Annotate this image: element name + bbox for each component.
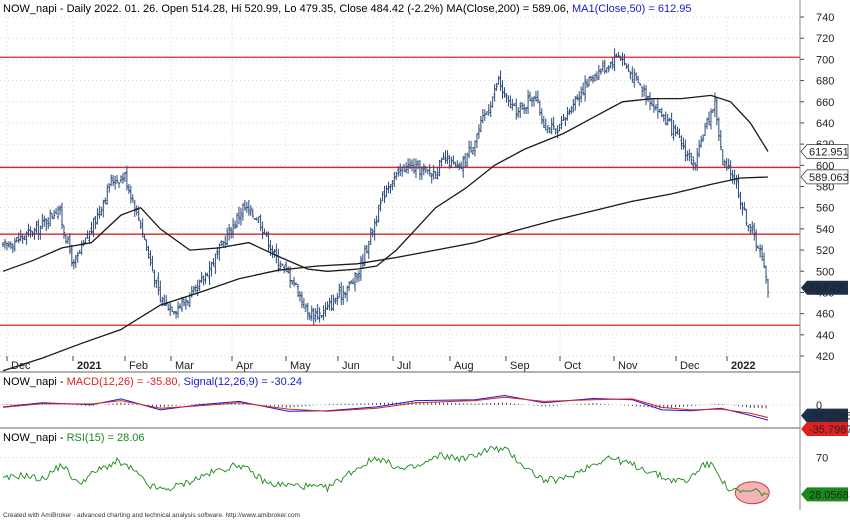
y-tick-label: 440 (816, 330, 834, 342)
y-tick-label: 500 (816, 266, 834, 278)
rsi-label: RSI(15) = 28.06 (67, 432, 145, 444)
y-tick-label: 640 (816, 118, 834, 130)
rsi-markers: 28.0568 (801, 487, 849, 502)
y-tick-label: 420 (816, 351, 834, 363)
macd-label: MACD(12,26) = -35.80, (67, 376, 184, 388)
x-tick-label: Sep (510, 360, 530, 372)
macd-symbol: NOW_napi (3, 376, 57, 388)
price-pane: 4204404604805005205405605806006206406606… (0, 3, 849, 372)
signal-label: Signal(12,26,9) = -30.24 (184, 376, 302, 388)
x-tick-label: May (290, 360, 311, 372)
y-tick-label: 580 (816, 182, 834, 194)
y-tick-label: 520 (816, 245, 834, 257)
rsi-line (3, 445, 769, 497)
footer-credit: Created with AmiBroker - advanced charti… (3, 512, 300, 519)
daily-info: - Daily 2022. 01. 26. Open 514.28, Hi 52… (57, 3, 447, 15)
moving-averages (2, 94, 769, 372)
macd-tick-label: 0 (816, 400, 822, 412)
y-tick-label: 600 (816, 160, 834, 172)
rsi-highlight (734, 481, 770, 505)
x-tick-label: Dec (11, 360, 31, 372)
signal-line (2, 396, 769, 418)
price-tag-border (800, 144, 849, 159)
y-tick-label: 560 (816, 203, 834, 215)
macd-title: NOW_napi - MACD(12,26) = -35.80, Signal(… (3, 376, 302, 388)
price-bars (1, 48, 770, 325)
oversold-highlight (734, 481, 770, 505)
y-tick-label: 540 (816, 224, 834, 236)
ma200-line (2, 176, 769, 372)
price-tag-bg (801, 280, 848, 295)
date-axis: Dec 2021 Feb Mar Apr May Jun Jul Aug Sep Oct Nov Dec… (6, 356, 755, 372)
x-tick-label: Apr (236, 360, 253, 372)
x-tick-label: Nov (618, 360, 638, 372)
rsi-tick-label: 70 (816, 452, 828, 464)
y-tick-label: 680 (816, 76, 834, 88)
y-tick-label: 700 (816, 54, 834, 66)
price-markers: 612.951 589.063 484.42 (800, 144, 849, 295)
macd-value-tag: -35.7987 (809, 424, 850, 436)
rsi-title: NOW_napi - RSI(15) = 28.06 (3, 432, 145, 444)
macd-markers: -30.2386-35.7987 (801, 408, 850, 436)
rsi-symbol: NOW_napi (3, 432, 57, 444)
price-tag-bg (801, 169, 848, 184)
macd-line (2, 394, 769, 421)
x-tick-label: Jun (342, 360, 360, 372)
rsi-separator: - (57, 432, 67, 444)
y-tick-label: 720 (816, 33, 834, 45)
x-tick-label: 2022 (731, 360, 755, 372)
macd-value-tag-bg (801, 421, 848, 436)
rsi-line (3, 445, 769, 497)
x-tick-label: Mar (175, 360, 194, 372)
rsi-value-tag-bg (801, 487, 848, 502)
x-tick-label: Dec (680, 360, 700, 372)
price-title: NOW_napi - Daily 2022. 01. 26. Open 514.… (3, 3, 692, 15)
ma50-label: MA1(Close,50) = 612.95 (572, 3, 692, 15)
ma50-line (2, 94, 769, 272)
macd-value-tag-bg (801, 408, 848, 423)
x-tick-label: Oct (564, 360, 581, 372)
price-tag: 589.063 (809, 172, 849, 184)
y-tick-label: 740 (816, 12, 834, 24)
y-tick-label: 660 (816, 97, 834, 109)
price-tag: 484.42 (809, 283, 843, 295)
symbol: NOW_napi (3, 3, 57, 15)
macd-y-axis: 0 (816, 400, 822, 412)
y-tick-label: 460 (816, 309, 834, 321)
rsi-y-axis: 70 (816, 452, 828, 464)
x-tick-label: Feb (129, 360, 148, 372)
macd-separator: - (57, 376, 67, 388)
price-tag: 612.951 (809, 147, 849, 159)
rsi-pane: 70 28.0568 NOW_napi - RSI(15) = 28.06 (0, 432, 849, 505)
ma200-label: MA(Close,200) = 589.06, (446, 3, 572, 15)
macd-histogram (2, 401, 767, 409)
price-tag-border (800, 169, 849, 185)
macd-pane: 0 -30.2386-35.7987 NOW_napi - MACD(12,26… (0, 376, 850, 436)
macd-value-tag: -30.2386 (809, 411, 850, 423)
x-tick-label: Jul (397, 360, 411, 372)
x-tick-label: Aug (454, 360, 474, 372)
x-tick-label: 2021 (77, 360, 101, 372)
macd-lines (2, 394, 769, 421)
price-tag-bg (801, 144, 848, 159)
rsi-value-tag: 28.0568 (809, 489, 849, 501)
